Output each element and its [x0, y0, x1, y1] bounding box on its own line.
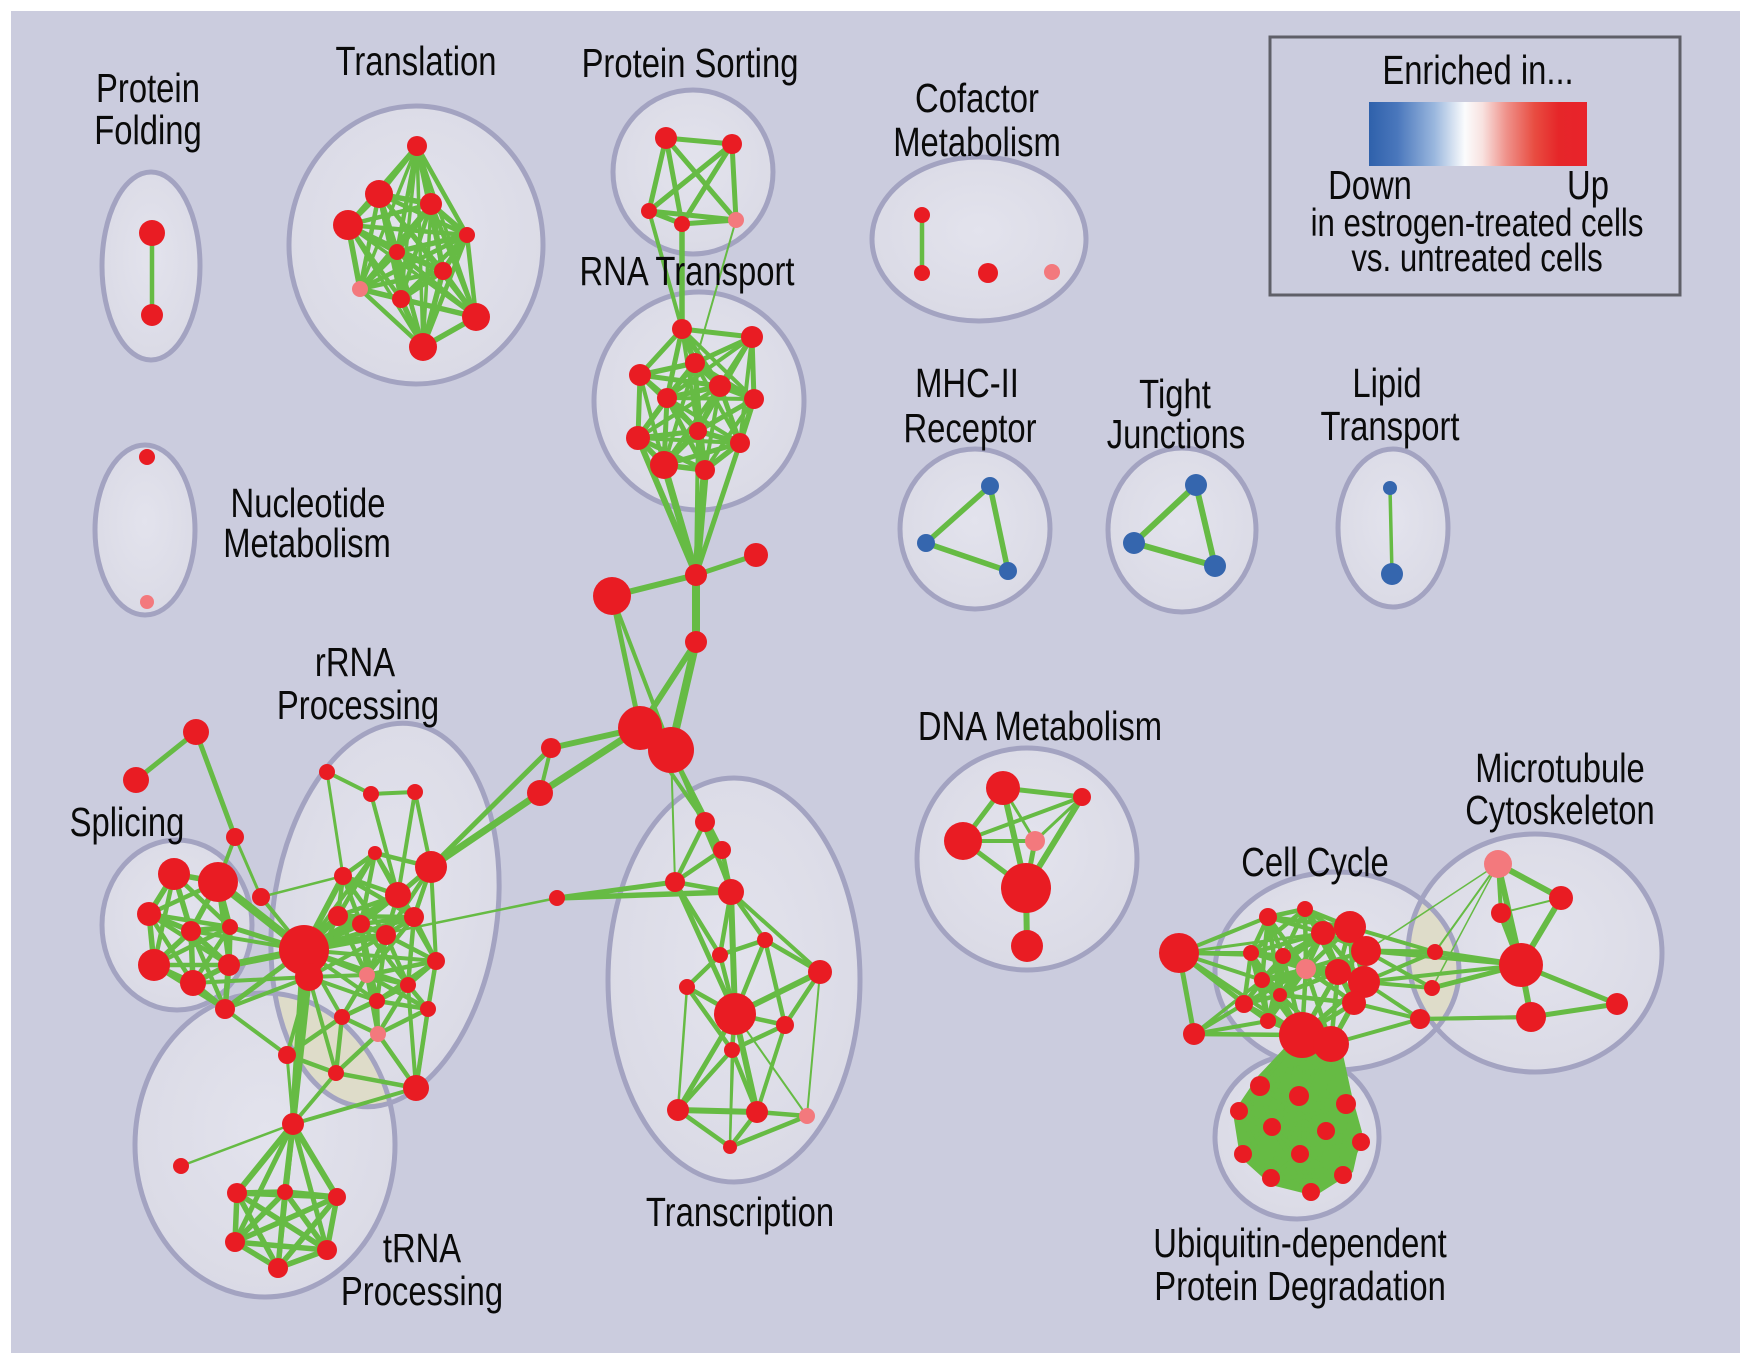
svg-text:rRNA: rRNA: [315, 638, 395, 684]
svg-text:Protein Sorting: Protein Sorting: [582, 39, 799, 85]
svg-text:Protein: Protein: [96, 64, 200, 110]
svg-text:Ubiquitin-dependent: Ubiquitin-dependent: [1153, 1219, 1447, 1265]
svg-text:Receptor: Receptor: [903, 404, 1036, 450]
svg-text:Transcription: Transcription: [646, 1188, 834, 1234]
svg-text:Junctions: Junctions: [1107, 410, 1246, 456]
svg-text:vs. untreated cells: vs. untreated cells: [1351, 237, 1602, 280]
svg-text:RNA Transport: RNA Transport: [579, 247, 795, 293]
svg-text:Metabolism: Metabolism: [223, 519, 391, 565]
svg-text:Processing: Processing: [341, 1267, 503, 1313]
svg-text:Down: Down: [1328, 161, 1412, 207]
svg-text:Lipid: Lipid: [1352, 359, 1421, 405]
svg-text:Transport: Transport: [1320, 402, 1460, 448]
svg-text:Metabolism: Metabolism: [893, 118, 1061, 164]
svg-text:Splicing: Splicing: [70, 798, 185, 844]
svg-text:Protein Degradation: Protein Degradation: [1154, 1262, 1446, 1308]
svg-text:Tight: Tight: [1139, 370, 1211, 416]
svg-text:Cell Cycle: Cell Cycle: [1241, 838, 1389, 884]
svg-text:Folding: Folding: [94, 106, 202, 152]
svg-text:DNA Metabolism: DNA Metabolism: [918, 702, 1162, 748]
svg-text:Up: Up: [1567, 161, 1609, 207]
svg-text:Cytoskeleton: Cytoskeleton: [1465, 786, 1655, 832]
svg-text:MHC-II: MHC-II: [915, 359, 1019, 405]
svg-text:Enriched in...: Enriched in...: [1382, 46, 1573, 92]
svg-text:Cofactor: Cofactor: [915, 74, 1039, 120]
svg-text:in estrogen-treated cells: in estrogen-treated cells: [1311, 202, 1644, 245]
svg-text:Microtubule: Microtubule: [1475, 744, 1644, 790]
svg-text:Processing: Processing: [277, 681, 439, 727]
svg-text:Translation: Translation: [336, 37, 497, 83]
svg-text:Nucleotide: Nucleotide: [231, 479, 386, 525]
svg-text:tRNA: tRNA: [383, 1224, 462, 1270]
